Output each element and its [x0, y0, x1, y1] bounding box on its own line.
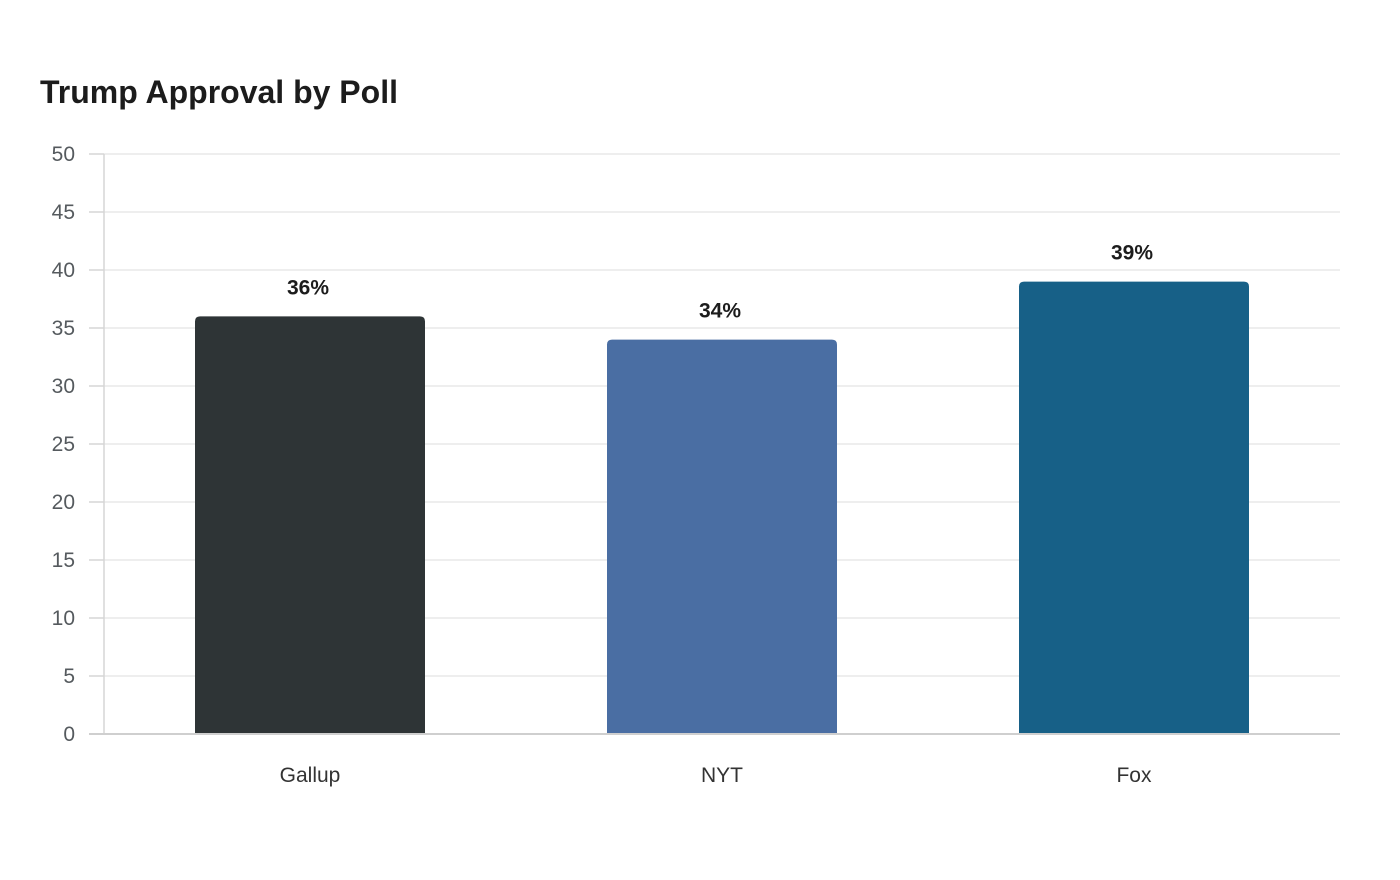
y-tick-label: 0	[63, 723, 75, 746]
bar-gallup	[195, 316, 425, 734]
value-labels: 36% 34% 39%	[287, 242, 1153, 323]
y-tick-label: 40	[52, 259, 75, 282]
y-axis-ticks: 0 5 10 15 20 25 30 35 40 45 50	[52, 143, 75, 746]
y-tick-label: 15	[52, 549, 75, 572]
value-label-fox: 39%	[1111, 242, 1153, 265]
y-tick-label: 45	[52, 201, 75, 224]
y-tick-label: 5	[63, 665, 75, 688]
value-label-gallup: 36%	[287, 276, 329, 299]
y-tick-label: 25	[52, 433, 75, 456]
y-tick-label: 50	[52, 143, 75, 166]
bar-nyt	[607, 339, 837, 734]
axes	[89, 153, 105, 735]
x-category-label: NYT	[701, 764, 743, 787]
x-category-label: Gallup	[280, 764, 341, 787]
value-label-nyt: 34%	[699, 300, 741, 323]
y-tick-label: 20	[52, 491, 75, 514]
y-tick-label: 30	[52, 375, 75, 398]
x-axis-categories: Gallup NYT Fox	[89, 733, 1340, 787]
x-category-label: Fox	[1116, 764, 1152, 787]
chart-title: Trump Approval by Poll	[40, 74, 398, 110]
y-tick-label: 35	[52, 317, 75, 340]
bar-fox	[1019, 281, 1249, 734]
y-tick-label: 10	[52, 607, 75, 630]
bars	[195, 281, 1249, 734]
